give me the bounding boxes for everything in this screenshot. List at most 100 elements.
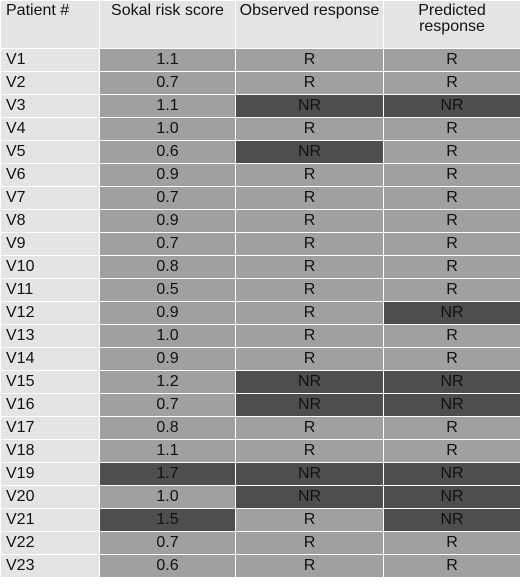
sokal-score-cell: 1.0 — [99, 117, 236, 141]
predicted-response-cell: R — [383, 140, 520, 164]
observed-response-cell: NR — [235, 485, 384, 509]
table-row: V17 0.8 R R — [0, 416, 520, 440]
table-row: V8 0.9 R R — [0, 209, 520, 233]
header-row: Patient # Sokal risk score Observed resp… — [0, 0, 520, 49]
sokal-score-cell: 0.7 — [99, 232, 236, 256]
patient-id-cell: V15 — [0, 370, 100, 394]
table-row: V22 0.7 R R — [0, 531, 520, 555]
table-row: V2 0.7 R R — [0, 71, 520, 95]
sokal-score-cell: 1.5 — [99, 508, 236, 532]
patient-id-cell: V12 — [0, 301, 100, 325]
patient-id-cell: V10 — [0, 255, 100, 279]
header-predicted-response: Predicted response — [383, 0, 520, 49]
predicted-response-cell: R — [383, 416, 520, 440]
sokal-score-cell: 1.1 — [99, 439, 236, 463]
observed-response-cell: NR — [235, 140, 384, 164]
patient-id-cell: V11 — [0, 278, 100, 302]
patient-id-cell: V1 — [0, 48, 100, 72]
observed-response-cell: R — [235, 232, 384, 256]
observed-response-cell: NR — [235, 94, 384, 118]
observed-response-cell: R — [235, 439, 384, 463]
observed-response-cell: R — [235, 554, 384, 578]
predicted-response-cell: R — [383, 554, 520, 578]
patient-id-cell: V8 — [0, 209, 100, 233]
sokal-score-cell: 0.7 — [99, 531, 236, 555]
observed-response-cell: R — [235, 278, 384, 302]
table-row: V12 0.9 R NR — [0, 301, 520, 325]
patient-id-cell: V14 — [0, 347, 100, 371]
predicted-response-cell: NR — [383, 94, 520, 118]
predicted-response-cell: NR — [383, 370, 520, 394]
table-row: V21 1.5 R NR — [0, 508, 520, 532]
patient-id-cell: V13 — [0, 324, 100, 348]
patient-id-cell: V2 — [0, 71, 100, 95]
patient-id-cell: V23 — [0, 554, 100, 578]
observed-response-cell: R — [235, 416, 384, 440]
table-row: V10 0.8 R R — [0, 255, 520, 279]
predicted-response-cell: NR — [383, 508, 520, 532]
patient-id-cell: V19 — [0, 462, 100, 486]
observed-response-cell: R — [235, 209, 384, 233]
patient-id-cell: V18 — [0, 439, 100, 463]
predicted-response-cell: NR — [383, 301, 520, 325]
predicted-response-cell: NR — [383, 393, 520, 417]
table-row: V23 0.6 R R — [0, 554, 520, 578]
table-row: V5 0.6 NR R — [0, 140, 520, 164]
sokal-score-cell: 0.6 — [99, 140, 236, 164]
observed-response-cell: NR — [235, 393, 384, 417]
table-row: V20 1.0 NR NR — [0, 485, 520, 509]
table-row: V11 0.5 R R — [0, 278, 520, 302]
predicted-response-cell: R — [383, 324, 520, 348]
predicted-response-cell: R — [383, 163, 520, 187]
sokal-score-cell: 1.0 — [99, 485, 236, 509]
table-row: V14 0.9 R R — [0, 347, 520, 371]
table-body: V1 1.1 R R V2 0.7 R R V3 1.1 NR NR V4 1.0 R R V5 0.6 NR R V6… — [0, 48, 520, 578]
observed-response-cell: R — [235, 163, 384, 187]
table-row: V19 1.7 NR NR — [0, 462, 520, 486]
sokal-score-cell: 1.2 — [99, 370, 236, 394]
patient-id-cell: V22 — [0, 531, 100, 555]
observed-response-cell: R — [235, 531, 384, 555]
patient-id-cell: V4 — [0, 117, 100, 141]
header-patient: Patient # — [0, 0, 100, 49]
table-row: V15 1.2 NR NR — [0, 370, 520, 394]
sokal-score-cell: 0.9 — [99, 209, 236, 233]
patient-id-cell: V7 — [0, 186, 100, 210]
table-row: V4 1.0 R R — [0, 117, 520, 141]
patient-id-cell: V5 — [0, 140, 100, 164]
predicted-response-cell: NR — [383, 485, 520, 509]
predicted-response-cell: R — [383, 255, 520, 279]
table-row: V9 0.7 R R — [0, 232, 520, 256]
observed-response-cell: R — [235, 301, 384, 325]
predicted-response-cell: R — [383, 439, 520, 463]
sokal-score-cell: 1.1 — [99, 48, 236, 72]
predicted-response-cell: R — [383, 531, 520, 555]
patient-id-cell: V17 — [0, 416, 100, 440]
header-sokal-risk-score: Sokal risk score — [99, 0, 236, 49]
sokal-score-cell: 0.9 — [99, 163, 236, 187]
sokal-score-cell: 0.8 — [99, 416, 236, 440]
predicted-response-cell: NR — [383, 462, 520, 486]
predicted-response-cell: R — [383, 186, 520, 210]
patient-id-cell: V21 — [0, 508, 100, 532]
patient-id-cell: V16 — [0, 393, 100, 417]
observed-response-cell: R — [235, 324, 384, 348]
observed-response-cell: NR — [235, 370, 384, 394]
table-row: V1 1.1 R R — [0, 48, 520, 72]
predicted-response-cell: R — [383, 209, 520, 233]
table-row: V7 0.7 R R — [0, 186, 520, 210]
sokal-score-cell: 0.7 — [99, 393, 236, 417]
observed-response-cell: R — [235, 186, 384, 210]
sokal-score-cell: 0.5 — [99, 278, 236, 302]
patient-id-cell: V6 — [0, 163, 100, 187]
patient-id-cell: V20 — [0, 485, 100, 509]
table-row: V16 0.7 NR NR — [0, 393, 520, 417]
predicted-response-cell: R — [383, 117, 520, 141]
observed-response-cell: NR — [235, 462, 384, 486]
table-row: V13 1.0 R R — [0, 324, 520, 348]
sokal-score-cell: 0.6 — [99, 554, 236, 578]
predicted-response-cell: R — [383, 347, 520, 371]
sokal-score-cell: 0.7 — [99, 186, 236, 210]
observed-response-cell: R — [235, 117, 384, 141]
